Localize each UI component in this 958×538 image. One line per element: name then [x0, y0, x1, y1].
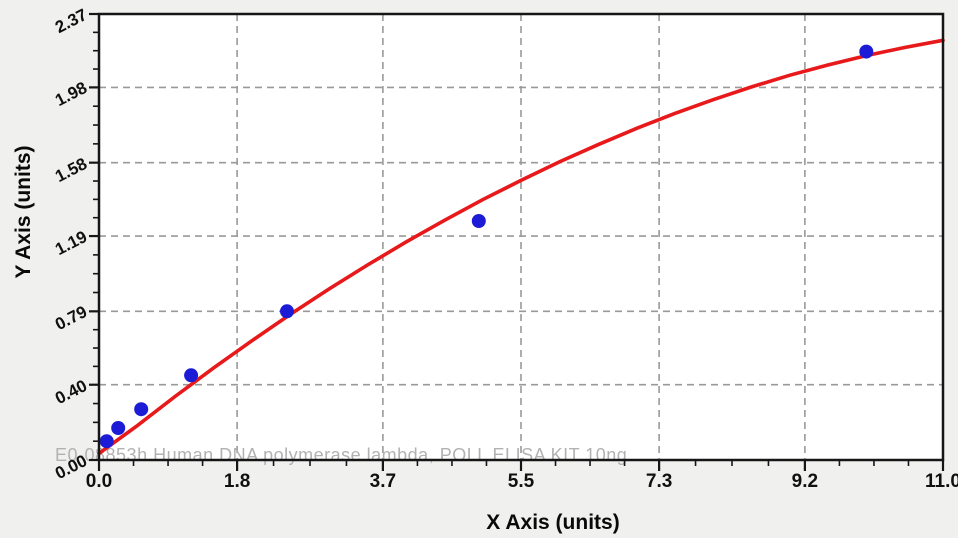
x-tick-label: 9.2 [791, 471, 819, 492]
x-tick-label: 3.7 [369, 471, 397, 492]
x-tick-label: 5.5 [507, 471, 535, 492]
x-tick-label: 1.8 [223, 471, 251, 492]
fitted-curve [97, 38, 945, 456]
data-point [111, 421, 126, 435]
data-point [859, 44, 874, 59]
x-tick-label: 7.3 [645, 471, 673, 492]
x-tick-label: 0.0 [85, 471, 113, 492]
data-point [134, 402, 149, 417]
data-point [280, 304, 294, 319]
data-point [471, 214, 486, 228]
data-point [99, 434, 114, 449]
watermark-text: E0-08853h Human DNA polymerase lambda, P… [55, 445, 627, 465]
y-axis-title: Y Axis (units) [12, 145, 35, 279]
x-axis-title: X Axis (units) [486, 511, 620, 534]
x-tick-label: 11.0 [925, 471, 958, 492]
data-point [184, 368, 199, 383]
